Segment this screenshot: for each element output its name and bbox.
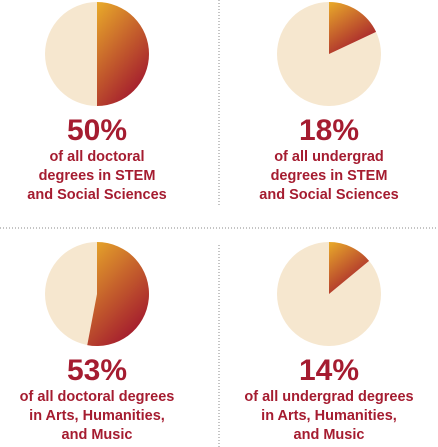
- pie-slice: [329, 2, 377, 54]
- caption-line: of all doctoral degrees: [20, 389, 175, 405]
- caption-line: of all undergrad degrees: [244, 389, 413, 405]
- percentage-label: 18%: [299, 114, 359, 147]
- caption-line: degrees in STEM: [39, 168, 156, 184]
- caption-line: of all doctoral: [49, 149, 144, 165]
- caption-line: in Arts, Humanities,: [261, 408, 397, 424]
- pie-slice: [87, 242, 149, 346]
- caption-line: and Social Sciences: [27, 187, 166, 203]
- caption-line: and Music: [294, 427, 365, 443]
- percentage-label: 14%: [299, 354, 359, 387]
- caption-line: in Arts, Humanities,: [29, 408, 165, 424]
- caption-line: and Music: [62, 427, 133, 443]
- caption-line: and Social Sciences: [259, 187, 398, 203]
- pie-slice: [97, 2, 149, 106]
- pie-slice: [329, 242, 370, 294]
- percentage-label: 50%: [67, 114, 127, 147]
- percentage-label: 53%: [67, 354, 127, 387]
- caption-line: degrees in STEM: [271, 168, 388, 184]
- caption-line: of all undergrad: [274, 149, 384, 165]
